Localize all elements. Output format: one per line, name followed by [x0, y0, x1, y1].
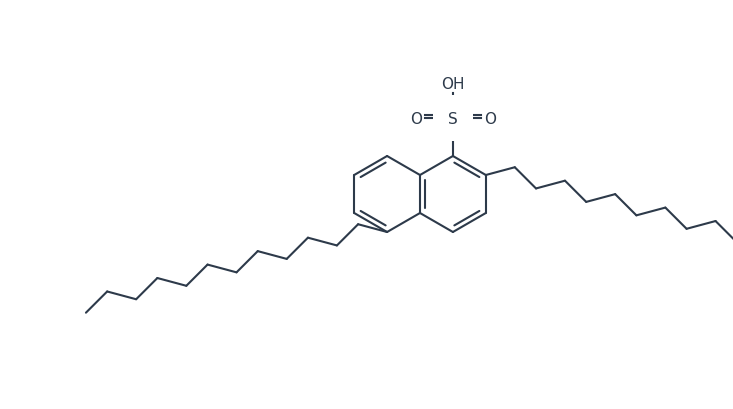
Text: O: O: [484, 111, 496, 126]
Text: OH: OH: [441, 77, 465, 92]
Text: O: O: [410, 111, 422, 126]
Text: S: S: [448, 111, 458, 126]
